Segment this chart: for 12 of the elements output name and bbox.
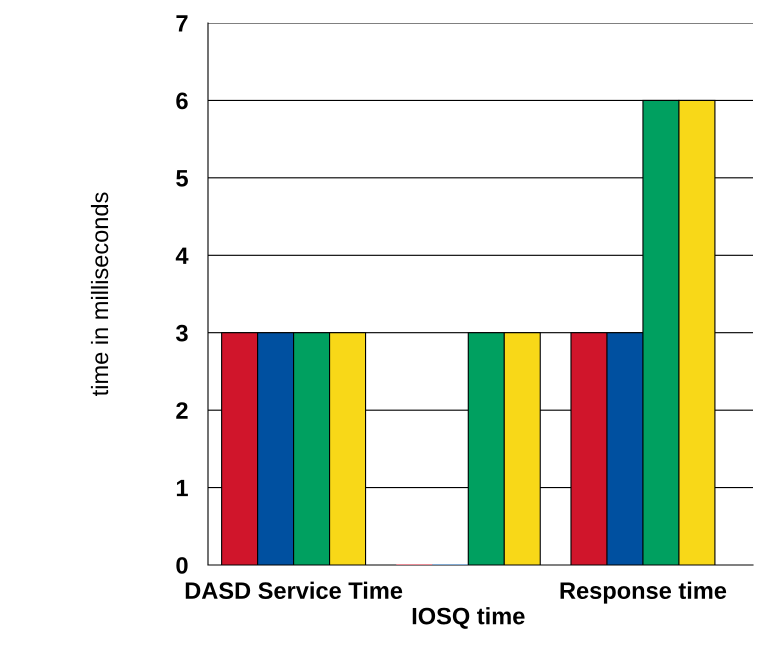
y-tick-label: 7 [176,15,188,32]
y-tick-label: 4 [176,248,188,264]
y-tick-label: 5 [176,170,188,187]
y-tick-label: 0 [176,557,188,574]
y-axis-title: time in milliseconds [90,192,108,396]
y-tick-label: 2 [176,402,188,419]
y-tick-label: 3 [176,324,188,342]
y-tick-label: 6 [176,92,188,110]
x-tick-label: IOSQ time [412,607,525,629]
y-tick-label: 1 [176,480,188,496]
x-tick-label: DASD Service Time [186,582,402,600]
x-tick-label: Response time [560,582,726,604]
